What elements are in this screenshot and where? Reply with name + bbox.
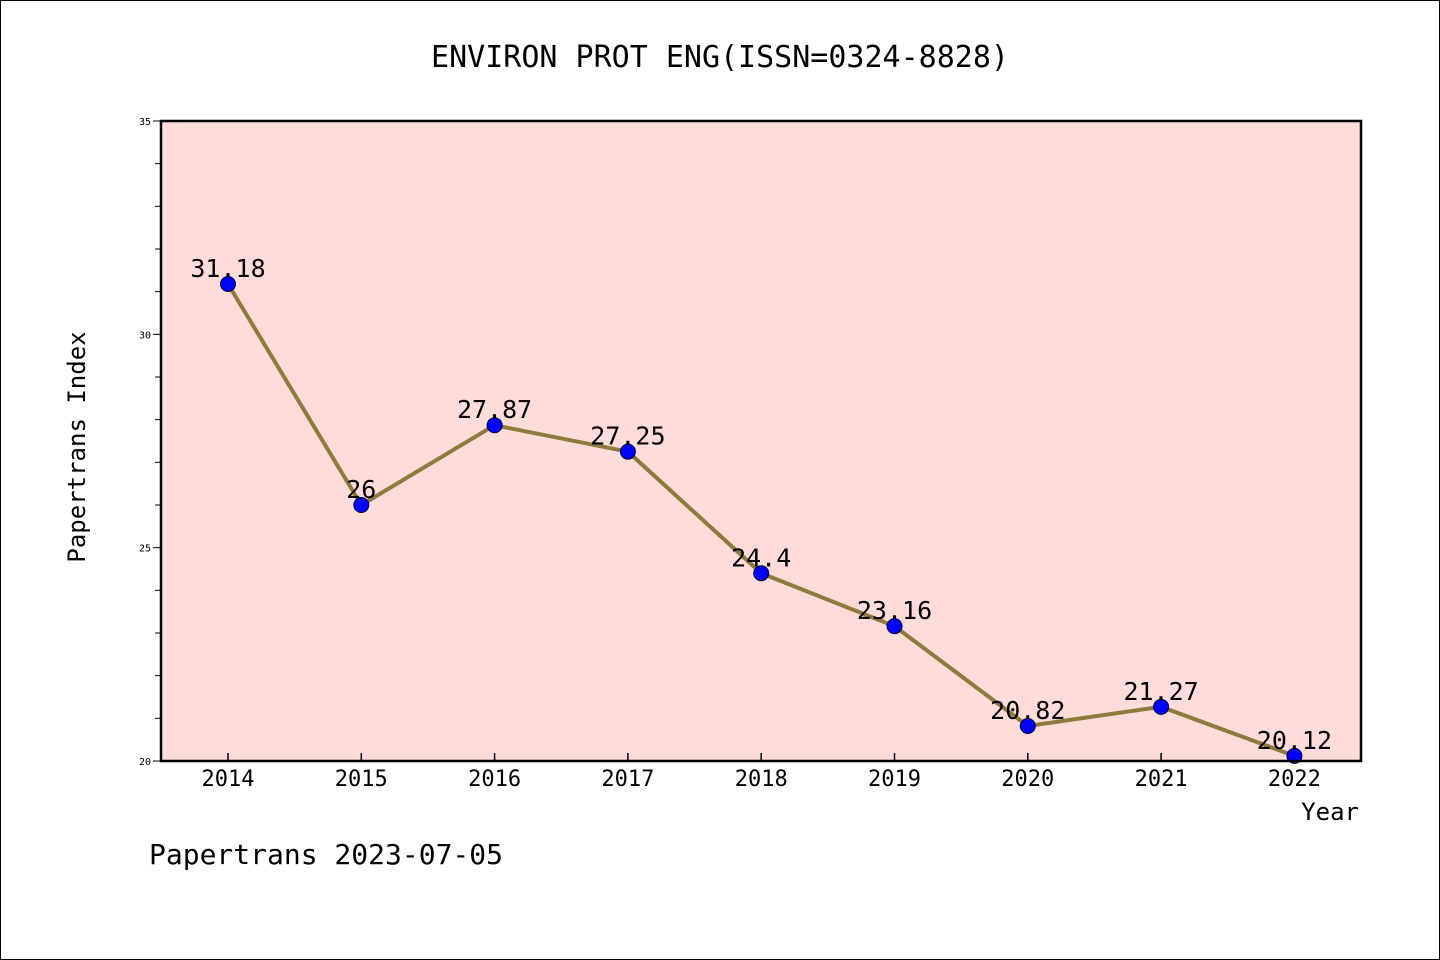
y-tick-label: 30 bbox=[139, 330, 151, 341]
data-point bbox=[1153, 698, 1170, 715]
y-tick-label: 35 bbox=[139, 117, 151, 128]
x-axis-label: Year bbox=[1301, 798, 1359, 826]
data-point bbox=[753, 565, 770, 582]
x-tick-label: 2018 bbox=[735, 767, 788, 792]
x-tick-label: 2015 bbox=[335, 767, 388, 792]
x-tick-label: 2016 bbox=[468, 767, 521, 792]
data-label: 27.87 bbox=[457, 395, 532, 424]
y-axis-label: Papertrans Index bbox=[63, 331, 91, 562]
data-label: 23.16 bbox=[857, 596, 932, 625]
data-point bbox=[619, 443, 636, 460]
data-labels: 31.18 26 27.87 27.25 24.4 23.16 20.82 21.27 20.1… bbox=[190, 254, 1332, 755]
plot-area bbox=[161, 121, 1361, 761]
x-tick-label: 2014 bbox=[202, 767, 255, 792]
chart-title: ENVIRON PROT ENG(ISSN=0324-8828) bbox=[431, 40, 1009, 75]
data-point bbox=[1286, 747, 1303, 764]
data-point bbox=[886, 618, 903, 635]
data-point bbox=[220, 275, 236, 292]
data-label: 20.12 bbox=[1257, 726, 1332, 755]
data-label: 20.82 bbox=[990, 696, 1065, 725]
data-label: 21.27 bbox=[1123, 677, 1198, 706]
x-axis: 2014 2015 2016 2017 2018 2019 2020 2021 2022 bbox=[202, 753, 1321, 792]
data-point bbox=[486, 417, 503, 434]
y-axis: 20 25 30 35 bbox=[139, 117, 161, 768]
data-label: 24.4 bbox=[731, 543, 791, 572]
footer-text: Papertrans 2023-07-05 bbox=[149, 838, 503, 871]
plot-border bbox=[159, 119, 1363, 763]
y-tick-label: 20 bbox=[139, 757, 151, 768]
data-point bbox=[353, 497, 370, 513]
data-label: 31.18 bbox=[190, 254, 265, 283]
x-tick-label: 2021 bbox=[1135, 767, 1188, 792]
y-tick-label: 25 bbox=[139, 544, 151, 555]
data-markers bbox=[220, 275, 1303, 764]
x-tick-label: 2022 bbox=[1268, 767, 1321, 792]
data-label: 27.25 bbox=[590, 422, 665, 451]
x-tick-label: 2017 bbox=[601, 767, 654, 792]
data-point bbox=[1019, 718, 1036, 735]
x-tick-label: 2019 bbox=[868, 767, 921, 792]
x-tick-label: 2020 bbox=[1001, 767, 1054, 792]
data-label: 26 bbox=[346, 475, 376, 504]
